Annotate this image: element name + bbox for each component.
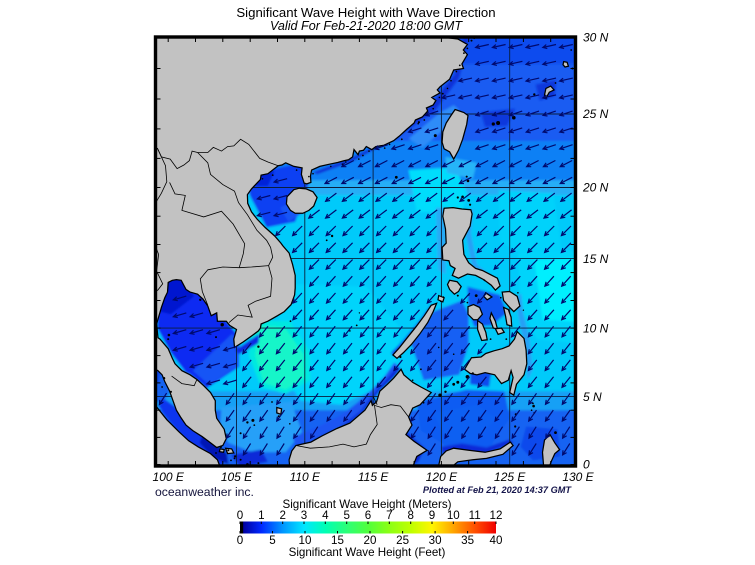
svg-text:Plotted at Feb 21, 2020 14:37: Plotted at Feb 21, 2020 14:37 GMT	[423, 485, 572, 495]
svg-text:0: 0	[237, 534, 243, 547]
svg-text:Significant Wave Height with W: Significant Wave Height with Wave Direct…	[236, 5, 495, 20]
svg-text:100 E: 100 E	[153, 470, 185, 484]
svg-text:6: 6	[365, 509, 371, 522]
svg-text:2: 2	[279, 509, 285, 522]
svg-text:0: 0	[237, 509, 243, 522]
svg-text:9: 9	[429, 509, 435, 522]
svg-text:130 E: 130 E	[562, 470, 594, 484]
svg-text:15: 15	[331, 534, 344, 547]
svg-text:8: 8	[407, 509, 413, 522]
svg-text:oceanweather inc.: oceanweather inc.	[155, 485, 254, 499]
svg-text:11: 11	[469, 509, 481, 522]
svg-text:10 N: 10 N	[583, 321, 609, 335]
svg-text:12: 12	[490, 509, 503, 522]
svg-text:105 E: 105 E	[221, 470, 253, 484]
svg-text:3: 3	[301, 509, 307, 522]
svg-text:125 E: 125 E	[494, 470, 526, 484]
svg-text:20: 20	[364, 534, 377, 547]
svg-text:Valid For Feb-21-2020 18:00 GM: Valid For Feb-21-2020 18:00 GMT	[270, 19, 463, 33]
svg-text:40: 40	[490, 534, 503, 547]
svg-text:1: 1	[258, 509, 264, 522]
svg-text:25 N: 25 N	[582, 107, 609, 121]
svg-text:5 N: 5 N	[583, 390, 602, 404]
svg-text:25: 25	[396, 534, 409, 547]
svg-text:5: 5	[269, 534, 275, 547]
svg-text:10: 10	[447, 509, 460, 522]
svg-text:120 E: 120 E	[426, 470, 458, 484]
svg-text:5: 5	[343, 509, 349, 522]
svg-text:Significant Wave Height (Feet): Significant Wave Height (Feet)	[289, 546, 446, 559]
svg-text:20 N: 20 N	[582, 181, 609, 195]
svg-text:0: 0	[583, 458, 590, 472]
svg-text:7: 7	[386, 509, 392, 522]
svg-text:30: 30	[429, 534, 442, 547]
svg-text:15 N: 15 N	[583, 252, 609, 266]
svg-text:115 E: 115 E	[358, 470, 389, 484]
svg-text:4: 4	[322, 509, 329, 522]
svg-text:110 E: 110 E	[290, 470, 321, 484]
svg-text:30 N: 30 N	[583, 31, 609, 45]
svg-text:10: 10	[299, 534, 312, 547]
svg-text:35: 35	[461, 534, 474, 547]
svg-text:Significant Wave Height (Meter: Significant Wave Height (Meters)	[282, 498, 451, 511]
